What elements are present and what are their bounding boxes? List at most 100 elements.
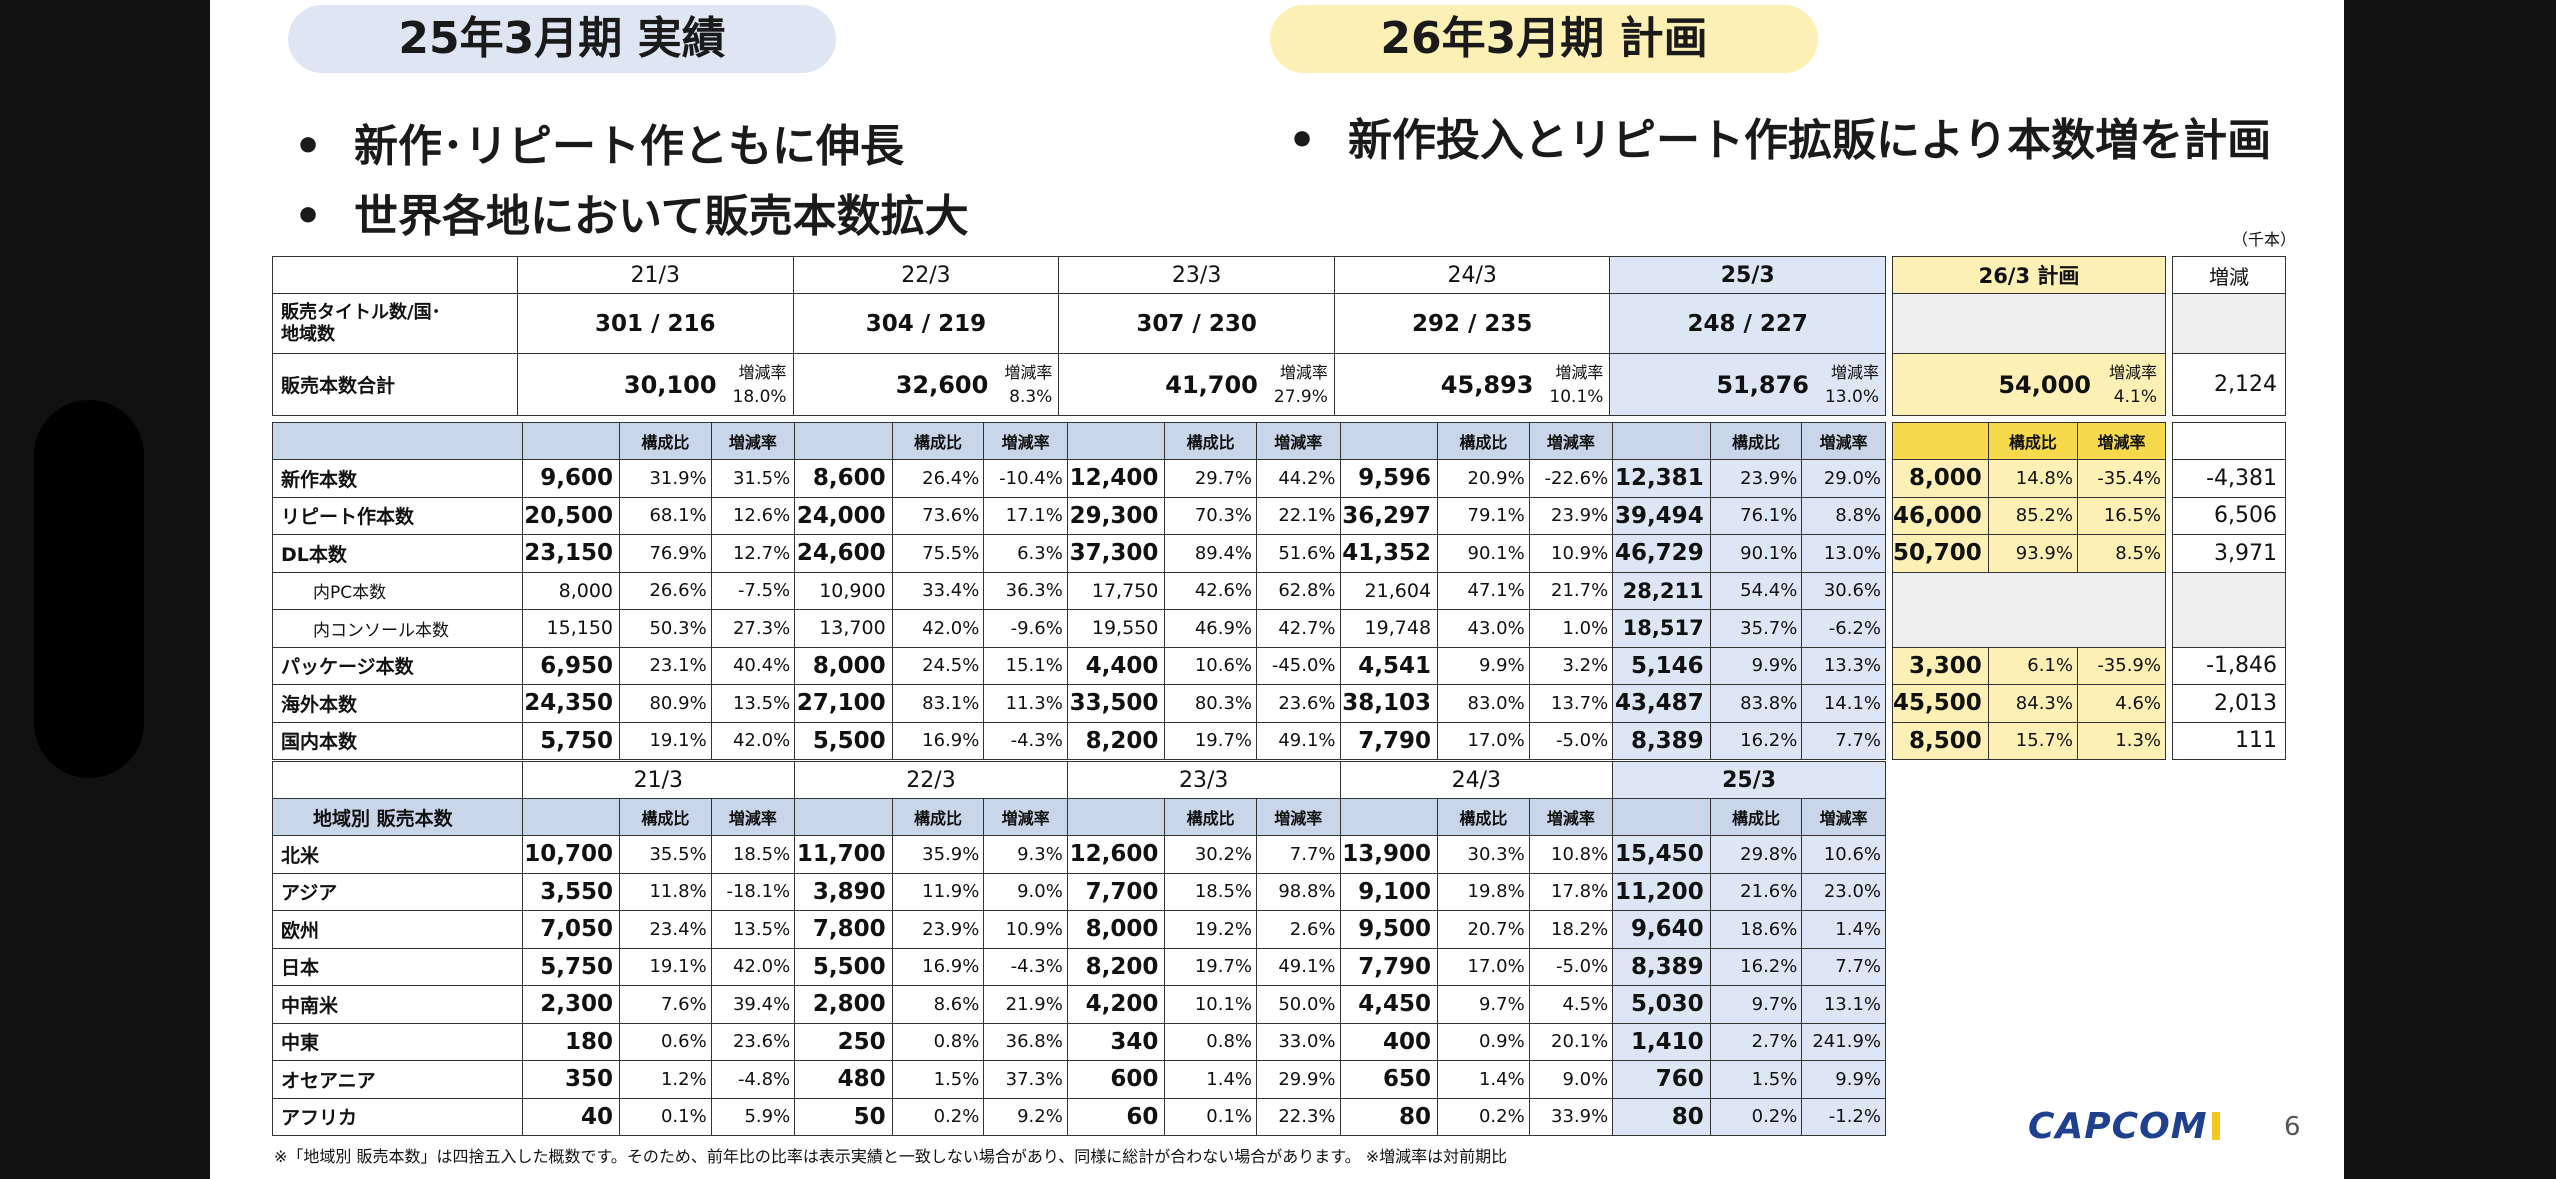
- value-cell: 24,600: [794, 534, 893, 573]
- value-cell: 350: [521, 1060, 621, 1099]
- capcom-logo: CAPCOM: [2028, 1106, 2208, 1147]
- subheader-blank: [1339, 798, 1439, 836]
- composition-cell: 90.1%: [1709, 534, 1803, 573]
- value-cell: 8,600: [794, 459, 893, 498]
- composition-cell: 47.1%: [1437, 571, 1530, 610]
- composition-cell: 35.7%: [1709, 609, 1803, 648]
- composition-cell: 19.7%: [1164, 721, 1258, 760]
- growth-cell: 18.2%: [1528, 910, 1614, 949]
- plan-total-cell: 54,000 増減率 4.1%: [1892, 353, 2166, 416]
- growth-cell: -45.0%: [1256, 646, 1341, 685]
- composition-cell: 29.7%: [1164, 459, 1258, 498]
- composition-cell: 11.9%: [891, 872, 985, 911]
- plan-growth-cell: -35.4%: [2076, 459, 2167, 498]
- growth-cell: 9.0%: [983, 872, 1068, 911]
- value-cell: 15,150: [521, 609, 621, 648]
- composition-cell: 30.3%: [1437, 835, 1530, 874]
- subheader-kouseihi: 構成比: [619, 422, 712, 460]
- composition-cell: 23.9%: [891, 910, 985, 949]
- region-table: 21/3 22/3 23/3 24/3 25/3 地域別 販売本数 構成比 増減率 構成比 増減率…: [272, 761, 1886, 1136]
- growth-cell: -7.5%: [710, 571, 796, 610]
- row-label: 欧州: [272, 910, 523, 949]
- subheader-kouseihi: 構成比: [1709, 422, 1803, 460]
- diff-cell: 3,971: [2172, 534, 2286, 573]
- composition-cell: 9.9%: [1437, 646, 1530, 685]
- subheader-blank: [1612, 422, 1711, 460]
- total-cell: 32,600 増減率 8.3%: [792, 353, 1060, 416]
- composition-cell: 79.1%: [1437, 496, 1530, 535]
- growth-cell: -22.6%: [1528, 459, 1614, 498]
- plan-composition-cell: 84.3%: [1987, 684, 2078, 723]
- plan-total-rate: 4.1%: [2113, 386, 2157, 407]
- year-header: 22/3: [794, 761, 1068, 799]
- composition-cell: 20.7%: [1437, 910, 1530, 949]
- value-cell: 4,541: [1339, 646, 1439, 685]
- composition-cell: 30.2%: [1164, 835, 1258, 874]
- growth-cell: 2.6%: [1256, 910, 1341, 949]
- plan-top-table: 26/3 計画 54,000 増減率 4.1%: [1892, 256, 2166, 416]
- composition-cell: 68.1%: [619, 496, 712, 535]
- value-cell: 400: [1339, 1022, 1439, 1061]
- composition-cell: 0.1%: [619, 1097, 712, 1136]
- growth-cell: -4.8%: [710, 1060, 796, 1099]
- composition-cell: 1.5%: [891, 1060, 985, 1099]
- growth-cell: 49.1%: [1256, 947, 1341, 986]
- growth-cell: 9.2%: [983, 1097, 1068, 1136]
- value-cell: 12,381: [1612, 459, 1711, 498]
- value-cell: 4,450: [1339, 985, 1439, 1024]
- value-cell: 480: [794, 1060, 893, 1099]
- growth-cell: 23.6%: [710, 1022, 796, 1061]
- growth-cell: 40.4%: [710, 646, 796, 685]
- subheader-blank: [521, 422, 621, 460]
- composition-cell: 2.7%: [1709, 1022, 1803, 1061]
- growth-cell: 3.2%: [1528, 646, 1614, 685]
- growth-cell: 8.8%: [1801, 496, 1886, 535]
- plan-value-cell: 46,000: [1892, 496, 1989, 535]
- growth-cell: 22.3%: [1256, 1097, 1341, 1136]
- growth-cell: 10.9%: [983, 910, 1068, 949]
- year-header: 21/3: [517, 256, 794, 294]
- total-value: 32,600: [895, 370, 989, 399]
- value-cell: 180: [521, 1022, 621, 1061]
- value-cell: 650: [1339, 1060, 1439, 1099]
- subheader-blank: [1066, 422, 1166, 460]
- total-value: 30,100: [623, 370, 717, 399]
- value-cell: 19,748: [1339, 609, 1439, 648]
- subheader-zogenritsu: 増減率: [1256, 422, 1341, 460]
- bullet-actual-1: • 新作･リピート作ともに伸長: [294, 121, 904, 172]
- subheader-blank: [794, 422, 893, 460]
- value-cell: 5,146: [1612, 646, 1711, 685]
- total-value: 41,700: [1165, 370, 1258, 399]
- value-cell: 8,200: [1066, 721, 1166, 760]
- value-cell: 2,300: [521, 985, 621, 1024]
- composition-cell: 0.8%: [891, 1022, 985, 1061]
- year-header: 21/3: [521, 761, 796, 799]
- growth-cell: 7.7%: [1801, 947, 1886, 986]
- subheader-blank: [794, 798, 893, 836]
- value-cell: 13,900: [1339, 835, 1439, 874]
- growth-cell: 29.9%: [1256, 1060, 1341, 1099]
- plan-header: 26年3月期 計画: [1270, 5, 1818, 73]
- composition-cell: 35.9%: [891, 835, 985, 874]
- value-cell: 50: [794, 1097, 893, 1136]
- growth-cell: 15.1%: [983, 646, 1068, 685]
- composition-cell: 0.8%: [1164, 1022, 1258, 1061]
- year-header: 25/3: [1612, 761, 1886, 799]
- page-number: 6: [2284, 1112, 2301, 1142]
- growth-cell: 10.8%: [1528, 835, 1614, 874]
- value-cell: 24,350: [521, 684, 621, 723]
- bullet-plan-1: • 新作投入とリピート作拡販により本数増を計画: [1288, 115, 2272, 166]
- total-cell: 51,876 増減率 13.0%: [1609, 353, 1886, 416]
- year-header: 24/3: [1339, 761, 1614, 799]
- value-cell: 43,487: [1612, 684, 1711, 723]
- value-cell: 9,100: [1339, 872, 1439, 911]
- row-label: 日本: [272, 947, 523, 986]
- year-header: 22/3: [792, 256, 1060, 294]
- composition-cell: 20.9%: [1437, 459, 1530, 498]
- composition-cell: 11.8%: [619, 872, 712, 911]
- composition-cell: 9.9%: [1709, 646, 1803, 685]
- composition-cell: 43.0%: [1437, 609, 1530, 648]
- subheader-kouseihi: 構成比: [1709, 798, 1803, 836]
- subheader-zogenritsu: 増減率: [1256, 798, 1341, 836]
- total-rate: 13.0%: [1824, 386, 1879, 407]
